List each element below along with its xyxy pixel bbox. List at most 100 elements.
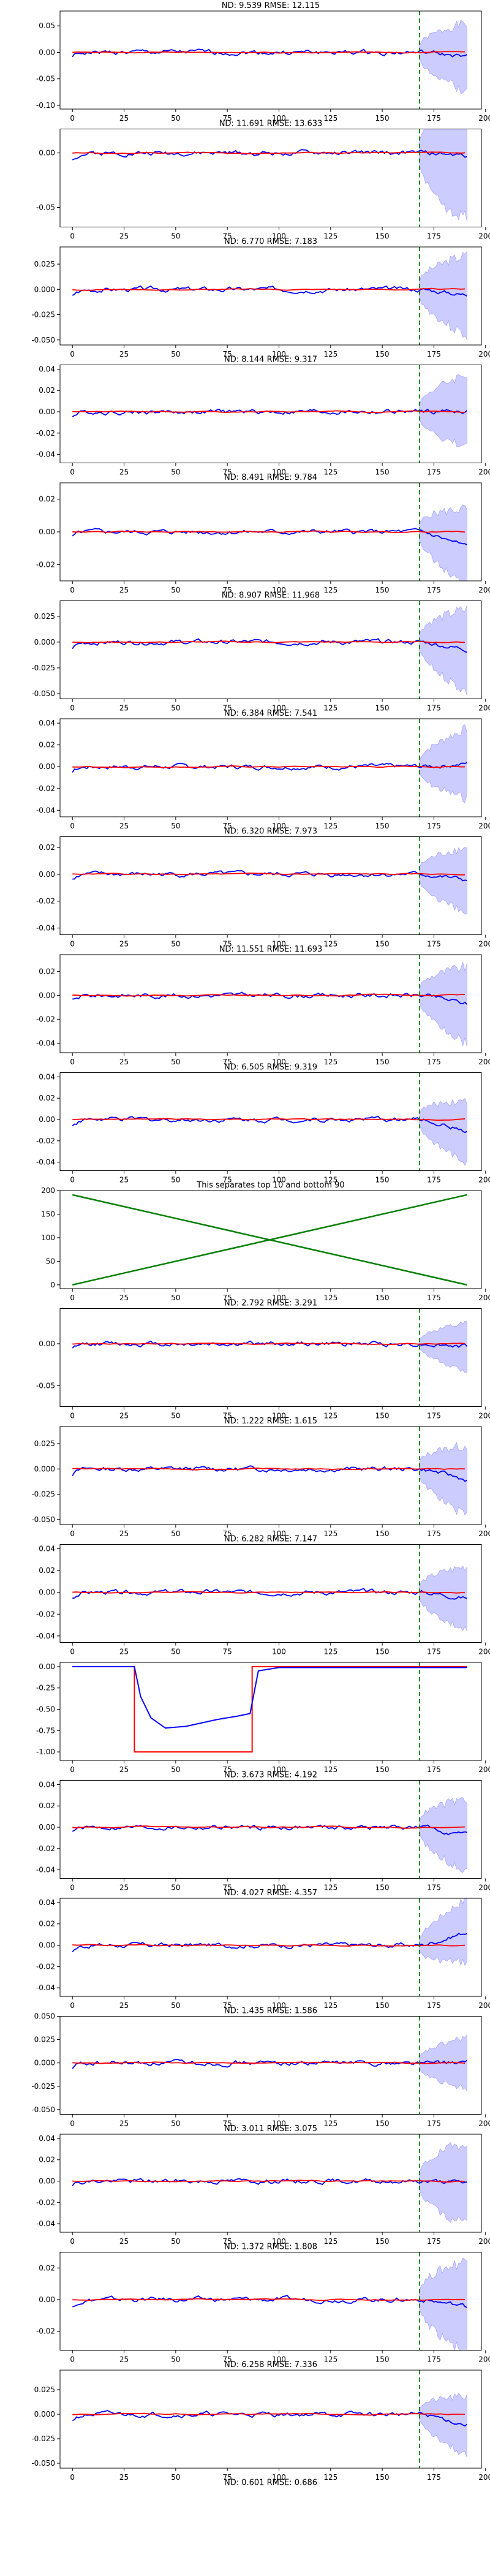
axes-frame (59, 1308, 482, 1407)
y-tick-label: 0.02 (39, 495, 55, 504)
model-series (72, 1468, 466, 1471)
subplot-4: ND: 8.144 RMSE: 9.317 0 25 50 75 100 125 150 175… (36, 355, 490, 477)
prediction-band (419, 961, 467, 1047)
x-tick-label: 150 (375, 2237, 390, 2246)
x-tick-label: 125 (323, 586, 337, 594)
y-tick-label: 100 (41, 1233, 55, 1242)
plot-area (72, 1544, 467, 1643)
x-tick-label: 150 (375, 1765, 390, 1774)
y-tick-label: -0.025 (31, 311, 55, 319)
axes-frame (59, 1072, 482, 1171)
x-tick-label: 50 (171, 468, 180, 477)
x-tick-label: 25 (119, 2120, 129, 2128)
subplot-12: ND: 2.792 RMSE: 3.291 0 25 50 75 100 125 150 175… (36, 1299, 490, 1420)
plot-area (72, 955, 468, 1053)
observed-series (72, 1665, 467, 1729)
subplot-17: ND: 4.027 RMSE: 4.357 0 25 50 75 100 125 150 175… (36, 1888, 490, 2010)
x-tick-label: 150 (375, 2473, 390, 2482)
x-tick-label: 100 (272, 1529, 286, 1538)
axes-frame (59, 246, 482, 346)
x-tick-label: 0 (70, 2001, 75, 2010)
subplot-title: ND: 11.551 RMSE: 11.693 (219, 945, 323, 954)
y-tick-label: -0.025 (31, 2434, 55, 2443)
x-tick-label: 200 (478, 2237, 490, 2246)
y-tick-label: 50 (46, 1257, 55, 1265)
plot-area (72, 1426, 467, 1525)
plot-area (72, 836, 467, 935)
x-tick-label: 50 (171, 350, 180, 358)
y-tick-label: -0.04 (36, 1632, 55, 1640)
y-tick-label: -0.02 (36, 1015, 55, 1023)
x-tick-label: 125 (323, 1412, 337, 1420)
x-tick-label: 0 (70, 2120, 75, 2128)
plot-area (72, 2134, 467, 2232)
x-tick-label: 150 (375, 822, 390, 830)
x-tick-label: 25 (119, 1765, 129, 1774)
axes-frame (59, 10, 482, 110)
y-tick-label: -0.050 (31, 689, 55, 698)
x-tick-label: 50 (171, 940, 180, 949)
x-tick-label: 0 (70, 2355, 75, 2364)
y-tick-label: 0.02 (39, 967, 55, 975)
y-tick-label: -0.04 (36, 806, 55, 814)
x-tick-label: 125 (323, 468, 337, 477)
x-tick-label: 100 (272, 350, 286, 358)
subplot-title: ND: 11.691 RMSE: 13.633 (219, 119, 323, 129)
x-tick-label: 175 (427, 1648, 441, 1656)
y-tick-label: -0.02 (36, 2327, 55, 2336)
x-tick-label: 125 (323, 2237, 337, 2246)
x-tick-label: 50 (171, 1412, 180, 1420)
x-tick-label: 50 (171, 1176, 180, 1184)
axes-frame (59, 2252, 482, 2351)
subplot-title: ND: 8.144 RMSE: 9.317 (224, 355, 317, 365)
y-tick-label: -0.02 (36, 2198, 55, 2207)
x-tick-label: 100 (272, 2473, 286, 2482)
plot-area (72, 247, 467, 345)
y-tick-label: 0.00 (39, 2177, 55, 2186)
subplot-5: ND: 8.491 RMSE: 9.784 0 25 50 75 100 125 150 175… (36, 473, 490, 594)
x-tick-label: 0 (70, 586, 75, 594)
subplot-title: ND: 8.491 RMSE: 9.784 (224, 473, 317, 482)
separator-line-2 (72, 1194, 467, 1286)
x-tick-label: 175 (427, 2237, 441, 2246)
y-tick-label: 0.00 (39, 762, 55, 771)
subplot-title: ND: 2.792 RMSE: 3.291 (224, 1299, 317, 1308)
x-tick-label: 50 (171, 1884, 180, 1892)
axes-frame (59, 129, 482, 227)
x-tick-label: 100 (272, 940, 286, 949)
y-tick-label: 0.02 (39, 2156, 55, 2164)
x-tick-label: 175 (427, 822, 441, 830)
observed-series (72, 48, 467, 58)
x-tick-label: 25 (119, 1529, 129, 1538)
model-series (72, 993, 466, 997)
subplot-16: ND: 3.673 RMSE: 4.192 0 25 50 75 100 125 150 175… (36, 1771, 490, 1892)
x-tick-label: 75 (223, 2355, 232, 2364)
y-tick-label: -0.75 (36, 1726, 55, 1735)
y-tick-label: -0.04 (36, 924, 55, 933)
x-tick-label: 200 (478, 2473, 490, 2482)
x-tick-label: 150 (375, 1884, 390, 1892)
axes-frame (59, 836, 482, 935)
model-series (72, 287, 466, 291)
subplot-title: This separates top 10 and bottom 90 (196, 1181, 344, 1190)
x-tick-label: 100 (272, 1176, 286, 1184)
y-tick-label: -0.05 (36, 1381, 55, 1390)
x-tick-label: 25 (119, 1412, 129, 1420)
model-series (72, 2412, 466, 2416)
observed-series (72, 1465, 467, 1482)
x-tick-label: 200 (478, 1529, 490, 1538)
y-tick-label: -0.050 (31, 2459, 55, 2468)
x-tick-label: 200 (478, 1884, 490, 1892)
prediction-band (419, 2257, 467, 2351)
x-tick-label: 0 (70, 2237, 75, 2246)
prediction-band (419, 251, 467, 341)
x-tick-label: 75 (223, 940, 232, 949)
y-tick-label: 0.00 (39, 1823, 55, 1832)
axes-frame (59, 2016, 482, 2115)
y-tick-label: 0.04 (39, 1072, 55, 1081)
y-tick-label: 0.00 (39, 1662, 55, 1671)
model-series (72, 1118, 466, 1121)
y-tick-label: 0.02 (39, 1094, 55, 1102)
observed-series (72, 1340, 468, 1349)
plot-area (72, 483, 467, 581)
